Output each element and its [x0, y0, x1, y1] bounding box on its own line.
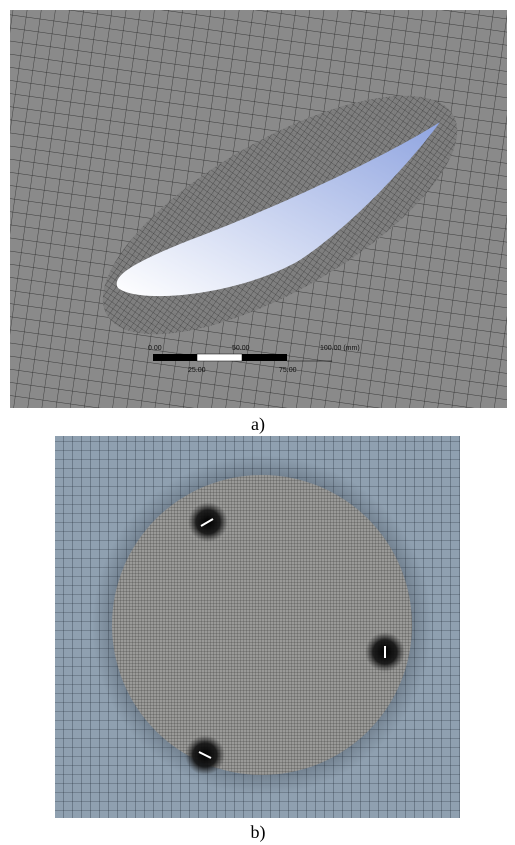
scale-label: 25.00: [188, 367, 206, 374]
panel-b: [55, 436, 460, 818]
panel-a: 0.00 50.00 100.00 (mm) 25.00 75.00: [10, 10, 507, 408]
figure: 0.00 50.00 100.00 (mm) 25.00 75.00 a) b): [0, 0, 515, 845]
scale-label: 50.00: [232, 345, 250, 352]
scale-label: 75.00: [279, 367, 297, 374]
caption: b): [251, 822, 266, 843]
scale-label: 0.00: [148, 345, 162, 352]
caption: a): [251, 414, 265, 435]
scale-label: 100.00 (mm): [320, 345, 360, 352]
rotor-domain: [112, 475, 412, 775]
